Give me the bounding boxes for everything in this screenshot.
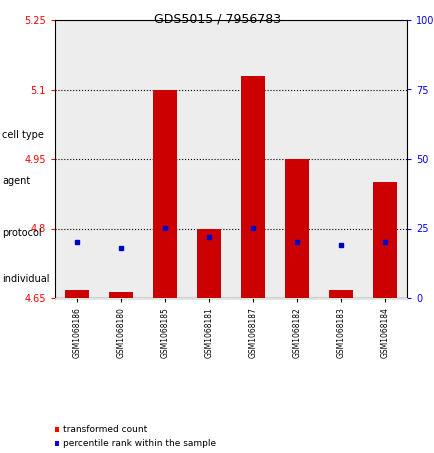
Bar: [197, 228, 220, 298]
Bar: [99, 20, 143, 298]
Text: controlle
d ovarian
hypersti
mulation I: controlle d ovarian hypersti mulation I: [104, 220, 138, 246]
Bar: [187, 20, 230, 298]
Bar: [274, 156, 362, 206]
Bar: [230, 114, 274, 156]
Text: percentile rank within the sample: percentile rank within the sample: [63, 439, 216, 448]
Bar: [55, 114, 99, 156]
Text: gonadotr
opin-rele
asing hor
mone ago: gonadotr opin-rele asing hor mone ago: [192, 168, 225, 194]
Bar: [240, 76, 264, 298]
Bar: [362, 260, 406, 298]
Bar: [187, 206, 230, 260]
Text: cumulus
cells of
MII-morul
ae oocyt: cumulus cells of MII-morul ae oocyt: [60, 121, 93, 149]
Bar: [230, 206, 274, 260]
Bar: [55, 206, 99, 260]
Text: none: none: [156, 178, 173, 184]
Bar: [55, 260, 143, 298]
Text: gonadotr
opin-rele
asing hor
mone ago: gonadotr opin-rele asing hor mone ago: [104, 168, 138, 194]
Text: cumulus
cells of
MII-morul
ae oocyt: cumulus cells of MII-morul ae oocyt: [236, 121, 269, 149]
Text: controlle
d ovarian
hyperstim
ulation IV: controlle d ovarian hyperstim ulation IV: [192, 220, 225, 246]
Text: patient
L: patient L: [367, 268, 401, 290]
Text: GDS5015 / 7956783: GDS5015 / 7956783: [154, 12, 280, 25]
Bar: [328, 289, 352, 298]
Bar: [143, 156, 187, 206]
Bar: [143, 260, 230, 298]
Bar: [230, 20, 274, 298]
Text: modified
natural
IVF: modified natural IVF: [62, 223, 92, 243]
Bar: [372, 182, 396, 298]
Bar: [284, 159, 309, 298]
Text: patient AH: patient AH: [73, 274, 125, 284]
Text: transformed count: transformed count: [63, 425, 147, 434]
Bar: [143, 20, 187, 298]
Text: none: none: [244, 178, 261, 184]
Text: patient AU: patient AU: [161, 274, 213, 284]
Bar: [143, 206, 187, 260]
Bar: [65, 289, 89, 298]
Text: modified
natural
IVF: modified natural IVF: [238, 223, 267, 243]
Text: patient J: patient J: [320, 274, 361, 284]
Bar: [362, 20, 406, 298]
Text: agent: agent: [2, 176, 30, 186]
Text: controlled ovarian
hyperstimulation IVF: controlled ovarian hyperstimulation IVF: [306, 226, 375, 240]
Bar: [318, 20, 362, 298]
Text: gonadotr
opin-rele
asing hor
mone ago: gonadotr opin-rele asing hor mone ago: [367, 168, 401, 194]
Text: cumulus cells of
MII-blastocyst oocyte: cumulus cells of MII-blastocyst oocyte: [128, 129, 201, 141]
Text: protocol: protocol: [2, 228, 42, 238]
Bar: [99, 114, 230, 156]
Bar: [362, 156, 406, 206]
Bar: [274, 114, 406, 156]
Bar: [274, 206, 406, 260]
Text: gonadotropin-relea
sing hormone
antagonist: gonadotropin-relea sing hormone antagoni…: [286, 171, 350, 191]
Text: none: none: [69, 178, 85, 184]
Text: modified
natural
IVF: modified natural IVF: [150, 223, 179, 243]
Bar: [99, 156, 143, 206]
Bar: [230, 156, 274, 206]
Text: individual: individual: [2, 274, 49, 284]
Text: cumulus cells of
MII-blastocyst oocyte: cumulus cells of MII-blastocyst oocyte: [303, 129, 377, 141]
Text: patient D: patient D: [252, 274, 297, 284]
Text: cell type: cell type: [2, 130, 44, 140]
Bar: [318, 260, 362, 298]
Bar: [108, 292, 133, 298]
Bar: [99, 206, 143, 260]
Bar: [152, 90, 177, 298]
Bar: [230, 260, 318, 298]
Bar: [274, 20, 318, 298]
Bar: [187, 156, 230, 206]
Bar: [55, 156, 99, 206]
Bar: [55, 20, 99, 298]
